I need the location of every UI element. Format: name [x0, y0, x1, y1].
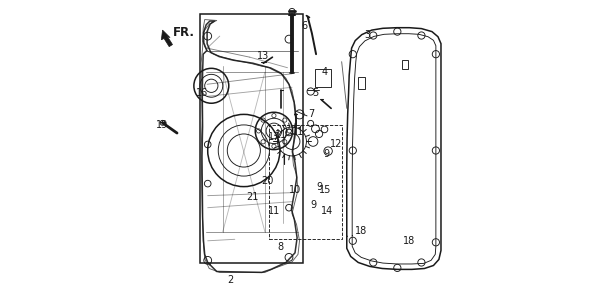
Bar: [402, 60, 408, 69]
Text: 8: 8: [277, 242, 283, 252]
Text: 17: 17: [268, 132, 280, 142]
Text: 9: 9: [310, 200, 316, 210]
Text: 6: 6: [301, 21, 307, 32]
Text: 18: 18: [403, 236, 415, 246]
Text: 11: 11: [268, 206, 280, 216]
Text: FR.: FR.: [172, 26, 195, 39]
Bar: [200, 14, 303, 263]
Text: 11: 11: [292, 127, 304, 137]
Text: 21: 21: [247, 192, 259, 202]
Text: 9: 9: [316, 182, 322, 192]
Polygon shape: [161, 30, 172, 47]
Text: 19: 19: [156, 120, 168, 130]
Bar: [270, 125, 342, 239]
Text: 20: 20: [261, 175, 274, 186]
Text: 15: 15: [319, 185, 332, 195]
Text: 9: 9: [323, 148, 329, 159]
Text: 4: 4: [322, 67, 328, 77]
Text: 3: 3: [364, 29, 371, 40]
Text: 12: 12: [330, 139, 342, 149]
Text: 16: 16: [195, 88, 208, 98]
Bar: [358, 77, 365, 89]
Text: 5: 5: [312, 88, 318, 98]
Bar: [314, 69, 331, 87]
Text: 11: 11: [276, 130, 287, 140]
Text: 10: 10: [289, 185, 301, 195]
Text: 18: 18: [355, 226, 367, 236]
Text: 14: 14: [321, 206, 333, 216]
Text: 2: 2: [227, 275, 234, 285]
Text: 7: 7: [308, 109, 314, 119]
Text: 13: 13: [257, 51, 269, 61]
